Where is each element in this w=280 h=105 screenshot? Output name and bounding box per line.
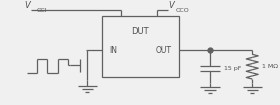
Text: IN: IN [109, 46, 117, 55]
Text: 15 pF: 15 pF [224, 66, 241, 71]
Text: V: V [169, 1, 174, 10]
Text: DUT: DUT [132, 27, 149, 36]
Bar [102, 16, 179, 77]
Text: 1 MΩ: 1 MΩ [262, 64, 278, 69]
Text: OUT: OUT [156, 46, 172, 55]
Text: V: V [24, 1, 30, 10]
Text: CCO: CCO [176, 8, 189, 13]
Text: CCI: CCI [37, 8, 47, 13]
